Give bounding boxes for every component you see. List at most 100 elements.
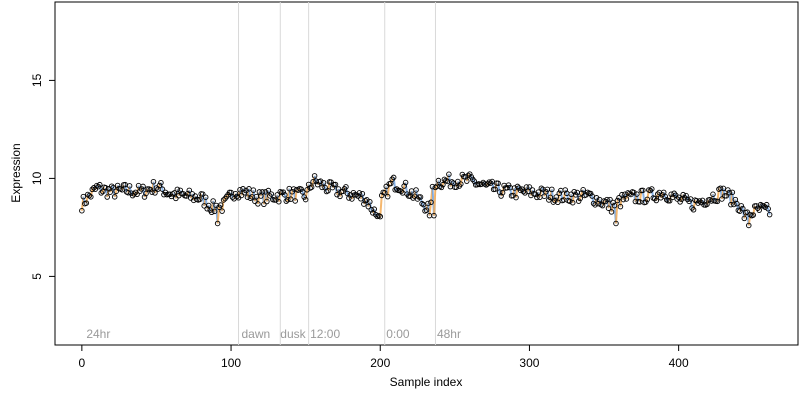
- data-point-3: [83, 200, 90, 206]
- data-point-87: [208, 209, 215, 216]
- data-point-12: [97, 181, 103, 188]
- segment-357: [612, 202, 616, 207]
- region-label-48hr: 48hr: [437, 327, 461, 341]
- data-point-232: [425, 200, 431, 207]
- segment-359: [614, 200, 619, 224]
- segment-2: [82, 196, 86, 204]
- data-point-403: [680, 191, 686, 198]
- data-point-5: [86, 192, 93, 199]
- data-point-79: [196, 196, 203, 203]
- segment-249: [451, 181, 454, 184]
- segment-238: [434, 185, 438, 189]
- data-point-376: [640, 187, 646, 194]
- data-point-140: [287, 196, 294, 202]
- segment-223: [412, 195, 416, 199]
- data-point-84: [204, 206, 210, 212]
- data-point-433: [725, 187, 731, 193]
- data-point-64: [174, 186, 181, 193]
- data-point-437: [731, 201, 737, 208]
- data-point-53: [158, 179, 164, 186]
- data-point-354: [607, 196, 613, 203]
- segment-138: [285, 199, 289, 202]
- segment-7: [89, 189, 94, 198]
- segment-113: [247, 188, 252, 199]
- data-point-248: [449, 179, 455, 185]
- data-point-22: [111, 194, 118, 200]
- data-point-300: [526, 184, 533, 190]
- data-point-173: [337, 193, 343, 200]
- data-point-137: [283, 198, 290, 204]
- data-point-42: [141, 194, 148, 200]
- plot-area-frame: [54, 1, 799, 346]
- segment-343: [591, 195, 595, 204]
- region-label-dawn: dawn: [241, 327, 270, 341]
- data-point-426: [714, 198, 721, 205]
- segment-225: [415, 189, 419, 200]
- y-tick-label-10: 10: [30, 171, 44, 185]
- data-point-447: [746, 222, 752, 229]
- data-point-31: [125, 189, 131, 196]
- data-point-131: [274, 192, 281, 198]
- segment-313: [546, 189, 550, 201]
- data-point-344: [592, 202, 598, 208]
- data-point-47: [149, 189, 155, 195]
- data-point-152: [305, 181, 312, 188]
- data-point-401: [677, 199, 683, 205]
- x-tick-label-100: 100: [221, 356, 241, 370]
- data-point-203: [381, 190, 388, 196]
- data-point-242: [440, 181, 446, 188]
- data-point-231: [423, 207, 430, 213]
- data-point-110: [243, 187, 249, 194]
- data-point-450: [750, 212, 756, 218]
- data-point-187: [358, 196, 364, 202]
- data-point-355: [608, 209, 615, 215]
- data-point-385: [653, 197, 660, 204]
- data-point-362: [619, 191, 625, 198]
- data-point-13: [98, 190, 105, 196]
- data-point-81: [199, 191, 206, 197]
- data-point-52: [156, 182, 163, 189]
- data-point-193: [367, 198, 373, 205]
- data-point-151: [304, 187, 310, 193]
- segment-23: [113, 191, 118, 198]
- data-point-106: [237, 187, 243, 193]
- data-point-359: [614, 197, 621, 204]
- data-point-156: [311, 173, 318, 179]
- data-point-281: [498, 193, 504, 199]
- data-point-292: [514, 183, 521, 190]
- data-point-216: [401, 183, 407, 189]
- data-point-291: [513, 194, 519, 201]
- data-point-251: [453, 184, 460, 190]
- data-point-336: [580, 187, 586, 193]
- data-point-85: [205, 202, 212, 209]
- data-point-434: [726, 189, 733, 196]
- data-point-241: [438, 184, 445, 191]
- data-point-353: [605, 205, 612, 211]
- data-point-246: [446, 171, 452, 178]
- data-point-428: [717, 185, 724, 191]
- x-tick-label-300: 300: [519, 356, 539, 370]
- segment-13: [98, 184, 103, 194]
- segment-317: [552, 199, 556, 203]
- data-point-209: [390, 174, 397, 181]
- segment-14: [100, 190, 104, 194]
- data-point-138: [284, 197, 291, 203]
- data-point-308: [538, 185, 545, 191]
- data-point-170: [332, 181, 339, 188]
- data-point-378: [643, 199, 649, 205]
- data-point-41: [140, 183, 146, 190]
- data-point-0: [79, 207, 85, 214]
- data-point-66: [177, 187, 184, 194]
- data-point-158: [314, 181, 321, 188]
- data-point-171: [334, 191, 340, 198]
- data-point-320: [556, 190, 563, 197]
- data-point-214: [398, 188, 404, 195]
- data-point-32: [126, 183, 133, 189]
- data-point-154: [308, 184, 315, 190]
- data-point-435: [728, 201, 734, 208]
- data-point-443: [740, 205, 746, 212]
- data-point-135: [280, 189, 287, 195]
- data-points: [79, 171, 773, 229]
- data-point-189: [361, 201, 367, 207]
- region-label-000: 0:00: [386, 327, 410, 341]
